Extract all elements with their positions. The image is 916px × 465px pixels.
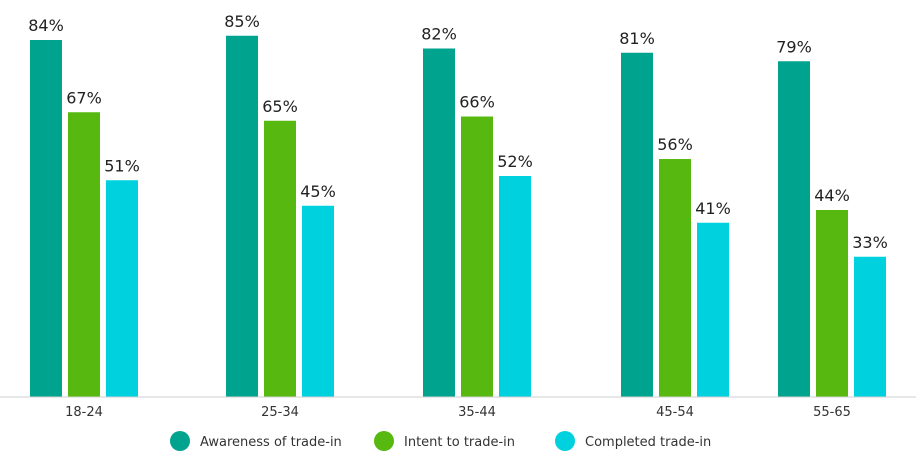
bar-25-34-series-3 (302, 205, 334, 397)
value-labels-layer: 84% 67% 51% 85% 65% 45% 82% 66% 52% 81% 56% 41% 79% 4… (28, 12, 888, 252)
bar-18-24-series-1 (30, 40, 62, 397)
value-label-18-24-series-1: 84% (28, 16, 64, 35)
x-tick-label: 55-65 (813, 405, 851, 420)
legend-item-2: Intent to trade-in (374, 431, 515, 451)
legend-label: Intent to trade-in (404, 435, 515, 450)
bars-layer (30, 35, 886, 397)
bar-55-65-series-1 (778, 61, 810, 397)
bar-25-34-series-2 (264, 120, 296, 397)
bar-55-65-series-2 (816, 210, 848, 397)
x-tick-label: 35-44 (458, 405, 496, 420)
value-label-55-65-series-3: 33% (852, 233, 888, 252)
value-label-55-65-series-1: 79% (776, 37, 812, 56)
legend-label: Completed trade-in (585, 435, 711, 450)
legend-item-1: Awareness of trade-in (170, 431, 342, 451)
bar-18-24-series-3 (106, 180, 138, 397)
value-label-25-34-series-1: 85% (224, 12, 260, 31)
value-label-35-44-series-1: 82% (421, 25, 457, 44)
legend-swatch (555, 431, 575, 451)
legend: Awareness of trade-in Intent to trade-in C… (170, 431, 711, 451)
bar-45-54-series-1 (621, 52, 653, 397)
bar-45-54-series-3 (697, 222, 729, 397)
legend-swatch (374, 431, 394, 451)
value-label-45-54-series-2: 56% (657, 135, 693, 154)
value-label-35-44-series-2: 66% (459, 93, 495, 112)
bar-35-44-series-1 (423, 48, 455, 397)
bar-35-44-series-3 (499, 176, 531, 397)
value-label-45-54-series-1: 81% (619, 29, 655, 48)
value-label-35-44-series-3: 52% (497, 152, 533, 171)
x-tick-label: 18-24 (65, 405, 103, 420)
value-label-55-65-series-2: 44% (814, 186, 850, 205)
bar-18-24-series-2 (68, 112, 100, 397)
x-axis-ticks: 18-24 25-34 35-44 45-54 55-65 (65, 405, 851, 420)
bar-55-65-series-3 (854, 256, 886, 397)
value-label-25-34-series-3: 45% (300, 182, 336, 201)
x-tick-label: 25-34 (261, 405, 299, 420)
value-label-25-34-series-2: 65% (262, 97, 298, 116)
legend-swatch (170, 431, 190, 451)
value-label-18-24-series-3: 51% (104, 156, 140, 175)
value-label-18-24-series-2: 67% (66, 88, 102, 107)
value-label-45-54-series-3: 41% (695, 199, 731, 218)
bar-45-54-series-2 (659, 159, 691, 397)
x-tick-label: 45-54 (656, 405, 694, 420)
bar-35-44-series-2 (461, 116, 493, 397)
bar-25-34-series-1 (226, 35, 258, 397)
legend-label: Awareness of trade-in (200, 435, 342, 450)
legend-item-3: Completed trade-in (555, 431, 711, 451)
